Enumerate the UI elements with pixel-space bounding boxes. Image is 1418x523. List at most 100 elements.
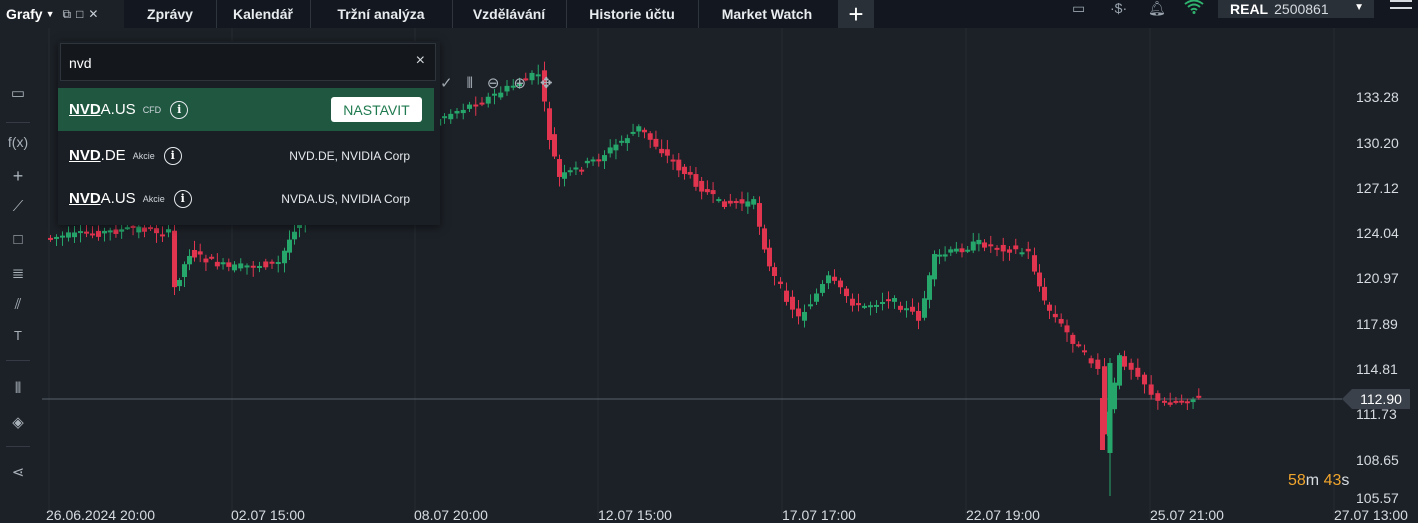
candle-body: [584, 160, 590, 164]
tab-grafy[interactable]: Grafy ▼ ⧉ □ ✕: [0, 0, 124, 28]
rectangle-icon[interactable]: □: [13, 231, 23, 248]
candle-body: [54, 236, 59, 239]
time-label: 08.07 20:00: [414, 507, 488, 523]
close-icon[interactable]: ✕: [88, 7, 99, 21]
time-label: 12.07 15:00: [598, 507, 672, 523]
candle-body: [547, 108, 552, 141]
tab-kalendar[interactable]: Kalendář: [233, 6, 293, 22]
time-label: 17.07 17:00: [782, 507, 856, 523]
candle-body: [573, 167, 579, 170]
account-selector[interactable]: REAL 2500861 ▼: [1218, 0, 1374, 18]
menu-icon[interactable]: [1390, 0, 1412, 14]
tab-divider: [698, 0, 699, 28]
candle-body: [904, 308, 909, 311]
candle-body: [1082, 350, 1087, 353]
countdown-seconds: 43: [1323, 472, 1342, 489]
candle-body: [492, 93, 497, 96]
candle-body: [209, 256, 215, 259]
nastavit-button[interactable]: NASTAVIT: [331, 97, 422, 122]
price-label: 127.12: [1356, 180, 1399, 196]
candle-body: [757, 203, 762, 227]
candle-body: [772, 267, 777, 276]
candle-body: [557, 159, 562, 177]
layers-icon[interactable]: ◈: [12, 414, 24, 431]
layout-icon[interactable]: ▭: [1072, 0, 1086, 16]
chevron-down-icon[interactable]: ▼: [45, 9, 55, 19]
tab-trzni-analyza[interactable]: Tržní analýza: [337, 6, 425, 22]
dollar-icon[interactable]: ·$·: [1110, 0, 1128, 16]
candle-body: [1128, 362, 1134, 370]
candle-body: [244, 265, 250, 268]
candle-body: [154, 228, 159, 234]
result-symbol: NVD.DE: [69, 147, 126, 164]
bell-icon[interactable]: 🔔︎: [1148, 0, 1166, 16]
indicators-icon[interactable]: f(x): [7, 134, 29, 150]
candle-body: [1064, 325, 1070, 333]
candle-body: [460, 109, 466, 114]
zoom-out-icon[interactable]: ⊖: [486, 75, 500, 92]
toolbar-divider: [6, 360, 30, 361]
search-result-row[interactable]: NVDA.US Akcie i NVDA.US, NVIDIA Corp: [58, 177, 434, 220]
price-label: 108.65: [1356, 452, 1399, 468]
candle-body: [203, 258, 209, 263]
price-label: 133.28: [1356, 89, 1399, 105]
candle-body: [72, 232, 77, 238]
candle-body: [862, 305, 867, 308]
candle-body: [910, 306, 915, 312]
clear-search-icon[interactable]: ×: [415, 52, 425, 69]
price-label: 111.73: [1356, 406, 1397, 422]
text-tool-icon[interactable]: T: [14, 328, 22, 343]
candle-body: [988, 244, 994, 247]
grafy-label: Grafy: [6, 6, 43, 22]
info-icon[interactable]: i: [170, 100, 189, 119]
price-label: 124.04: [1356, 225, 1399, 241]
candle-body: [1142, 374, 1147, 385]
tab-historie-uctu[interactable]: Historie účtu: [589, 6, 675, 22]
candle-body: [66, 232, 71, 238]
tab-vzdelavani[interactable]: Vzdělávání: [472, 6, 546, 22]
candle-body: [932, 254, 937, 280]
candle-body: [796, 308, 801, 317]
check-icon[interactable]: ✓: [440, 75, 453, 92]
info-icon[interactable]: i: [173, 189, 192, 208]
symbol-rest: .DE: [100, 147, 126, 164]
zoom-in-icon[interactable]: ⊕: [513, 75, 527, 92]
search-result-row[interactable]: NVD.DE Akcie i NVD.DE, NVIDIA Corp: [58, 134, 434, 177]
add-tab-button[interactable]: +: [838, 0, 874, 29]
candle-body: [762, 228, 767, 250]
search-result-row[interactable]: NVDA.US CFD i NASTAVIT: [58, 88, 434, 131]
candle-body: [1052, 313, 1058, 318]
candle-body: [148, 227, 153, 230]
candle-body: [84, 231, 89, 234]
current-price-marker: [1342, 389, 1352, 409]
candle-body: [704, 189, 710, 193]
search-input[interactable]: [69, 53, 389, 73]
move-icon[interactable]: ✥: [540, 75, 553, 92]
trendline-icon[interactable]: ⟋: [12, 198, 24, 215]
crosshair-icon[interactable]: +: [12, 166, 24, 186]
candle-body: [1196, 395, 1202, 398]
candle-body: [1025, 248, 1031, 252]
bars-icon[interactable]: ⫴: [466, 75, 473, 92]
info-icon[interactable]: i: [163, 146, 182, 165]
tab-zpravy[interactable]: Zprávy: [147, 6, 193, 22]
candle-body: [142, 227, 147, 232]
candle-body: [485, 96, 491, 104]
share-icon[interactable]: ⋖: [11, 464, 25, 481]
candles-icon[interactable]: ⫴: [14, 380, 22, 397]
candle-body: [699, 180, 705, 192]
candle-body: [874, 304, 879, 307]
candle-body: [892, 298, 897, 302]
gann-fan-icon[interactable]: ⫽: [14, 296, 22, 313]
result-type: CFD: [142, 104, 162, 115]
candle-body: [850, 298, 855, 306]
tab-market-watch[interactable]: Market Watch: [721, 6, 813, 22]
maximize-icon[interactable]: □: [76, 7, 84, 21]
popout-icon[interactable]: ⧉: [62, 6, 72, 21]
toolbar-divider: [6, 122, 30, 123]
candle-body: [937, 254, 942, 257]
chart-window-icon[interactable]: ▭: [10, 85, 26, 102]
candle-body: [579, 169, 585, 172]
candle-body: [778, 281, 783, 285]
fibonacci-icon[interactable]: ≣: [11, 265, 25, 282]
